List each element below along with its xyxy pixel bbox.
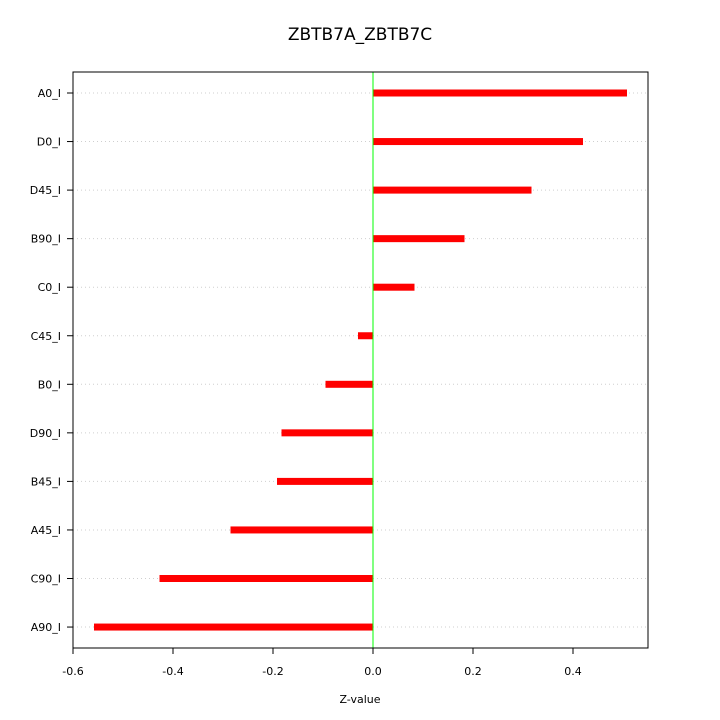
x-axis: -0.6 -0.4 -0.2 0.0 0.2 0.4: [62, 648, 582, 678]
y-tick-label: B90_I: [31, 233, 61, 246]
plot-frame: [72, 71, 649, 649]
bar-B45_I: [277, 477, 373, 485]
y-tick-label: A45_I: [31, 524, 61, 537]
y-tick-label: D90_I: [30, 427, 61, 440]
bar-A0_I: [373, 89, 627, 97]
bar-C45_I: [358, 332, 373, 340]
y-axis: A0_I D0_I D45_I B90_I C0_I C45_I B0_I D90_I B45_…: [30, 87, 73, 634]
bar-D0_I: [373, 138, 583, 146]
bar-D45_I: [373, 186, 532, 194]
y-tick-label: B0_I: [38, 378, 61, 391]
bar-A90_I: [94, 623, 373, 631]
bar-B90_I: [373, 235, 465, 243]
grid-lines: [73, 92, 648, 628]
y-tick-label: A90_I: [31, 621, 61, 634]
x-tick-label: -0.4: [162, 665, 183, 678]
y-tick-label: B45_I: [31, 475, 61, 488]
bar-B0_I: [325, 380, 373, 388]
x-tick-label: 0.0: [364, 665, 382, 678]
y-tick-label: D45_I: [30, 184, 61, 197]
bar-D90_I: [281, 429, 373, 437]
x-tick-label: 0.4: [564, 665, 582, 678]
x-tick-label: 0.2: [464, 665, 482, 678]
y-tick-label: C45_I: [31, 330, 61, 343]
y-tick-label: D0_I: [37, 136, 61, 149]
bars: [94, 89, 627, 631]
x-tick-label: -0.2: [262, 665, 283, 678]
x-tick-label: -0.6: [62, 665, 83, 678]
y-tick-label: A0_I: [38, 87, 61, 100]
chart-title: ZBTB7A_ZBTB7C: [288, 25, 432, 45]
bar-C0_I: [373, 283, 415, 291]
x-axis-label: Z-value: [339, 693, 380, 706]
y-tick-label: C0_I: [38, 281, 61, 294]
bar-C90_I: [159, 575, 373, 582]
bar-A45_I: [230, 526, 373, 534]
y-tick-label: C90_I: [31, 573, 61, 586]
